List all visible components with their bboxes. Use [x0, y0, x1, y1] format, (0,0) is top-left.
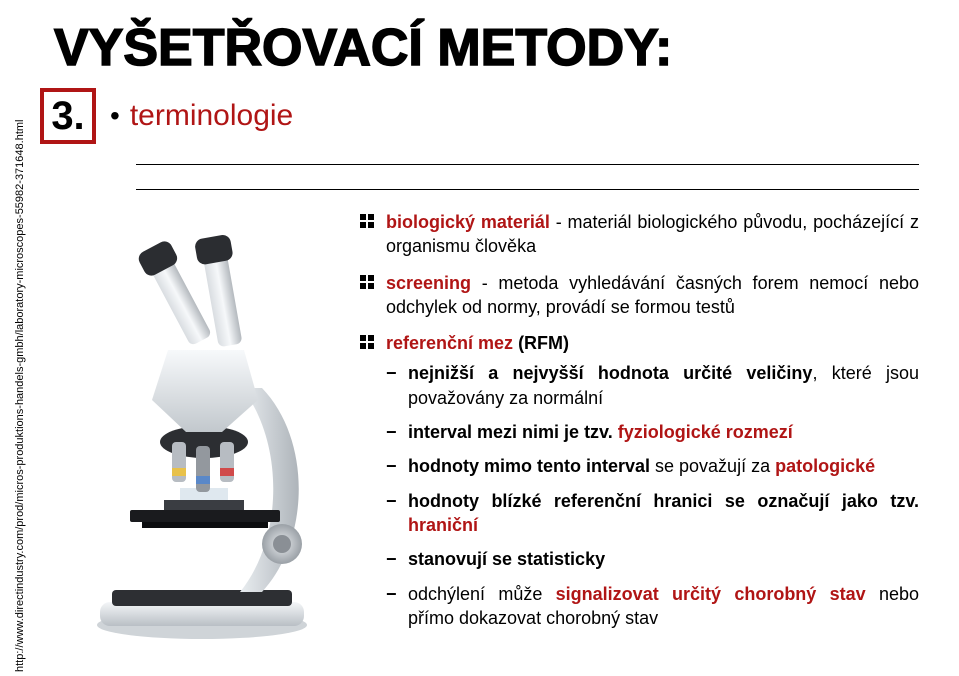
text-run: fyziologické rozmezí: [618, 422, 793, 442]
microscope-image: [72, 210, 332, 640]
text-run: referenční mez: [386, 333, 513, 353]
slide: VYŠETŘOVACÍ METODY: 3. • terminologie ht…: [0, 0, 959, 676]
sub-item: stanovují se statisticky: [386, 547, 919, 571]
text-run: hodnoty blízké referenční hranici se ozn…: [408, 491, 919, 511]
text-run: patologické: [775, 456, 875, 476]
bullet-list: biologický materiál - materiál biologick…: [360, 210, 919, 630]
sub-item: nejnižší a nejvyšší hodnota určité velič…: [386, 361, 919, 410]
section-bullet: •: [110, 100, 120, 132]
sub-list: nejnižší a nejvyšší hodnota určité velič…: [386, 361, 919, 630]
section-header: 3. • terminologie: [40, 88, 919, 144]
source-url: http://www.directindustry.com/prod/micro…: [14, 120, 26, 673]
text-run: nejnižší a nejvyšší hodnota určité velič…: [408, 363, 812, 383]
page-title: VYŠETŘOVACÍ METODY:: [54, 18, 919, 78]
text-run: screening: [386, 273, 471, 293]
section-number: 3.: [40, 88, 96, 144]
text-run: signalizovat určitý chorobný stav: [556, 584, 866, 604]
text-run: biologický materiál: [386, 212, 550, 232]
content-area: biologický materiál - materiál biologick…: [360, 210, 919, 642]
text-run: hraniční: [408, 515, 478, 535]
text-run: stanovují se statisticky: [408, 549, 605, 569]
text-run: odchýlení může: [408, 584, 556, 604]
sub-item: interval mezi nimi je tzv. fyziologické …: [386, 420, 919, 444]
divider-band: [136, 164, 919, 190]
text-run: (RFM): [513, 333, 569, 353]
sub-item: odchýlení může signalizovat určitý choro…: [386, 582, 919, 631]
sub-item: hodnoty mimo tento interval se považují …: [386, 454, 919, 478]
text-run: interval mezi nimi je tzv.: [408, 422, 618, 442]
text-run: se považují za: [650, 456, 775, 476]
bullet-item: biologický materiál - materiál biologick…: [360, 210, 919, 259]
sub-item: hodnoty blízké referenční hranici se ozn…: [386, 489, 919, 538]
section-label: terminologie: [130, 99, 293, 133]
bullet-item: screening - metoda vyhledávání časných f…: [360, 271, 919, 320]
text-run: hodnoty mimo tento interval: [408, 456, 650, 476]
bullet-item: referenční mez (RFM) nejnižší a nejvyšší …: [360, 331, 919, 630]
